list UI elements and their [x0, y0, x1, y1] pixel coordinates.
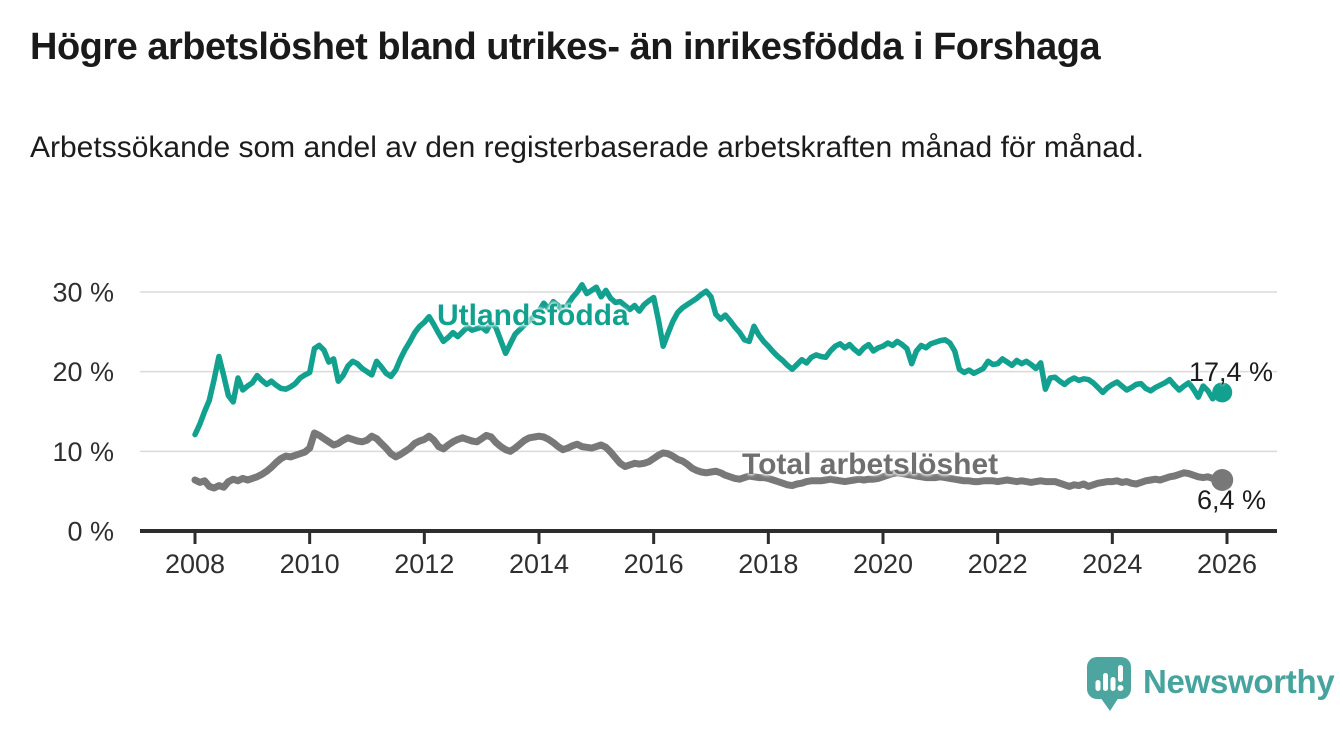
end-value-label-utlandsfodda: 17,4 %: [1189, 357, 1274, 387]
svg-text:2018: 2018: [738, 549, 798, 579]
svg-text:2022: 2022: [968, 549, 1028, 579]
svg-text:2008: 2008: [165, 549, 225, 579]
svg-text:0 %: 0 %: [67, 517, 114, 547]
svg-text:2012: 2012: [394, 549, 454, 579]
svg-text:2020: 2020: [853, 549, 913, 579]
series-label-total-arbetsloshet: Total arbetslöshet: [742, 448, 999, 481]
svg-text:2010: 2010: [280, 549, 340, 579]
svg-text:20 %: 20 %: [52, 357, 114, 387]
newsworthy-logo: Newsworthy: [1086, 656, 1335, 712]
page-subtitle: Arbetssökande som andel av den registerb…: [30, 131, 1144, 164]
newsworthy-logo-text: Newsworthy: [1143, 663, 1335, 700]
series-label-utlandsfodda: Utlandsfödda: [437, 299, 629, 332]
page-title: Högre arbetslöshet bland utrikes- än inr…: [30, 26, 1101, 68]
svg-text:2026: 2026: [1197, 549, 1257, 579]
svg-text:2024: 2024: [1082, 549, 1142, 579]
end-value-label-total: 6,4 %: [1197, 485, 1267, 515]
newsworthy-logo-icon: [1087, 657, 1131, 711]
svg-text:2014: 2014: [509, 549, 569, 579]
svg-text:30 %: 30 %: [52, 277, 114, 307]
svg-text:10 %: 10 %: [52, 437, 114, 467]
bar-chart-icon: [1095, 665, 1124, 691]
svg-text:2016: 2016: [624, 549, 684, 579]
